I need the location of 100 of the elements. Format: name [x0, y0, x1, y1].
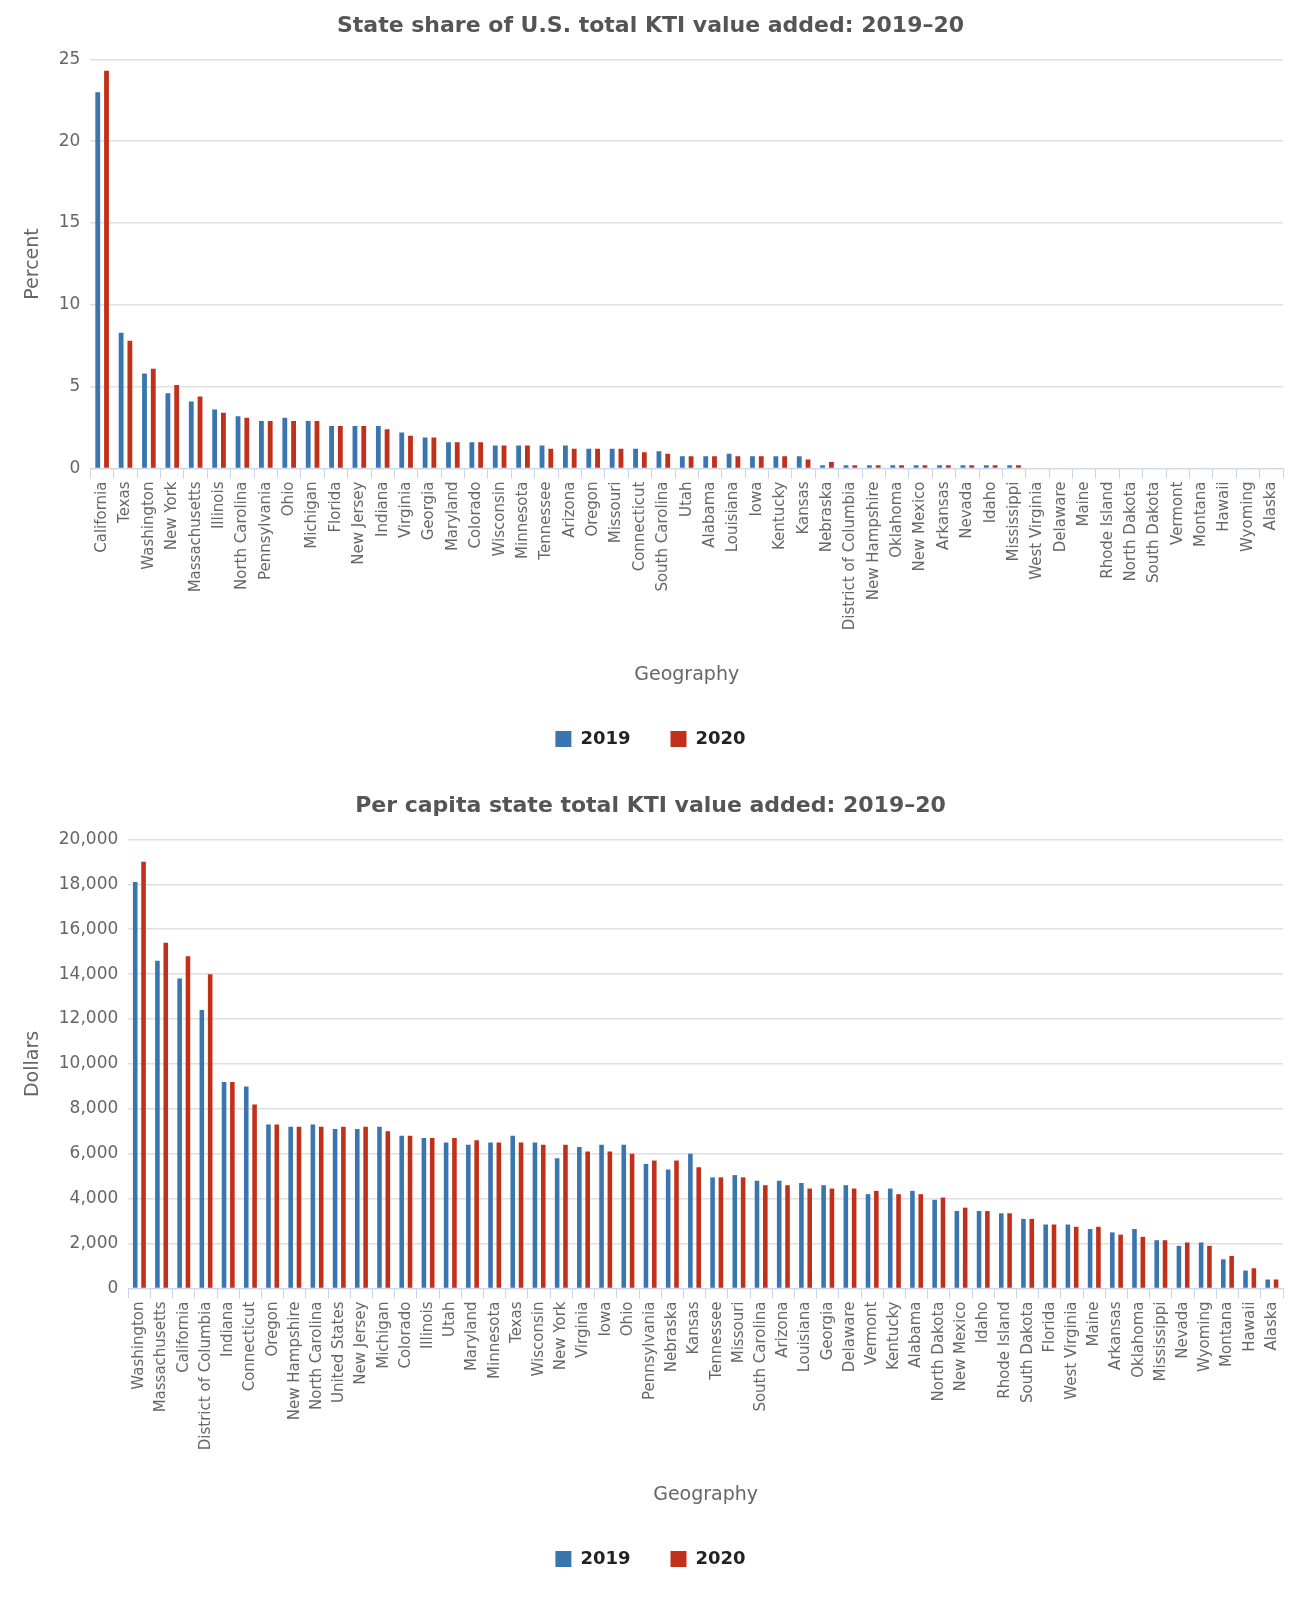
bar [674, 1160, 679, 1288]
bar [1229, 1255, 1234, 1288]
x-tick-label: Utah [440, 1301, 459, 1338]
bar [910, 1190, 915, 1288]
x-tick-label: Indiana [218, 1301, 237, 1358]
bar [1007, 465, 1013, 468]
x-tick-label: New Mexico [910, 481, 929, 572]
x-tick-label: Oregon [583, 481, 602, 537]
bar [585, 1151, 590, 1288]
x-tick-label: Maine [1074, 481, 1093, 527]
bar [354, 1129, 360, 1288]
bar [1251, 1268, 1257, 1288]
x-tick-label: West Virginia [1027, 481, 1046, 580]
x-tick-label: Arkansas [1106, 1301, 1125, 1370]
bar [399, 1135, 404, 1288]
x-tick-label: Florida [1039, 1301, 1058, 1353]
x-tick-label: Illinois [417, 1301, 436, 1350]
bar [163, 942, 169, 1288]
x-tick-label: California [92, 481, 111, 553]
bar [288, 1126, 293, 1288]
bar [174, 385, 180, 468]
bar [852, 465, 858, 468]
x-tick-label: Missouri [606, 481, 625, 544]
bar [563, 445, 568, 468]
bar [375, 425, 381, 468]
bar [1154, 1240, 1159, 1288]
bar [732, 1175, 738, 1288]
bar [341, 1126, 346, 1288]
bar [127, 340, 133, 468]
bar [688, 456, 694, 468]
bar [252, 1104, 257, 1288]
bar [609, 448, 615, 468]
x-tick-label: Missouri [728, 1301, 747, 1364]
x-tick-label: Idaho [973, 1301, 992, 1344]
x-tick-label: New Jersey [351, 1301, 370, 1385]
bar [177, 978, 182, 1288]
x-tick-label: Montana [1191, 481, 1210, 547]
bar [843, 465, 849, 468]
bar [866, 465, 872, 468]
x-axis-title: Geography [653, 1481, 759, 1504]
x-tick-label: Washington [129, 1301, 148, 1390]
x-tick-label: Tennessee [706, 1301, 725, 1381]
bar [267, 421, 273, 468]
y-tick-label: 20,000 [58, 827, 119, 848]
bar [1265, 1279, 1271, 1288]
x-tick-label: Delaware [1050, 481, 1069, 553]
bar [896, 1194, 901, 1288]
x-tick-label: North Dakota [928, 1301, 947, 1402]
bar [932, 1199, 937, 1288]
x-tick-label: Wisconsin [528, 1301, 547, 1377]
y-tick-label: 10,000 [58, 1052, 119, 1073]
bar [1118, 1234, 1123, 1288]
bar [807, 1188, 813, 1288]
bar [155, 960, 160, 1288]
x-tick-label: Georgia [419, 481, 438, 541]
bar [361, 425, 367, 468]
bar [492, 445, 498, 468]
x-tick-label: Pennsylvania [640, 1301, 659, 1401]
bar [142, 373, 147, 468]
y-tick-label: 12,000 [58, 1007, 119, 1028]
x-tick-label: Nebraska [816, 481, 835, 553]
bar [960, 465, 966, 468]
bar [750, 456, 755, 468]
bar [466, 1144, 471, 1288]
bar [488, 1142, 493, 1288]
x-tick-label: Connecticut [240, 1301, 259, 1392]
x-tick-label: District of Columbia [840, 481, 859, 631]
bar [469, 442, 475, 468]
bar [104, 70, 109, 468]
x-tick-label: South Carolina [653, 481, 672, 592]
y-tick-label: 16,000 [58, 917, 119, 938]
x-tick-label: Michigan [302, 481, 321, 549]
x-tick-label: Illinois [208, 481, 227, 530]
x-tick-label: Minnesota [512, 481, 531, 559]
bar [244, 417, 250, 468]
bar [899, 465, 904, 468]
y-axis-title: Dollars [20, 1030, 43, 1098]
y-tick-label: 6,000 [69, 1142, 119, 1163]
legend-label: 2020 [695, 1546, 746, 1568]
bar [165, 393, 171, 468]
y-tick-label: 14,000 [58, 962, 119, 983]
x-tick-label: North Dakota [1120, 481, 1139, 582]
x-tick-label: Idaho [980, 481, 999, 524]
x-tick-label: South Dakota [1017, 1301, 1036, 1404]
bar [890, 465, 896, 468]
bar [429, 1138, 435, 1288]
bar [712, 456, 717, 468]
chart-title: Per capita state total KTI value added: 2019–20 [355, 791, 946, 817]
bar [150, 368, 156, 468]
x-tick-label: Mississippi [1150, 1301, 1169, 1382]
legend-label: 2019 [580, 726, 631, 748]
x-tick-label: Alaska [1261, 1301, 1280, 1351]
x-tick-label: Oklahoma [887, 481, 906, 558]
bar [710, 1177, 715, 1288]
x-tick-label: Tennessee [536, 481, 555, 561]
x-tick-label: Rhode Island [1097, 481, 1116, 579]
x-tick-label: New Hampshire [284, 1301, 303, 1421]
bar [1016, 465, 1021, 468]
bar [758, 456, 764, 468]
x-tick-label: Ohio [279, 481, 298, 517]
